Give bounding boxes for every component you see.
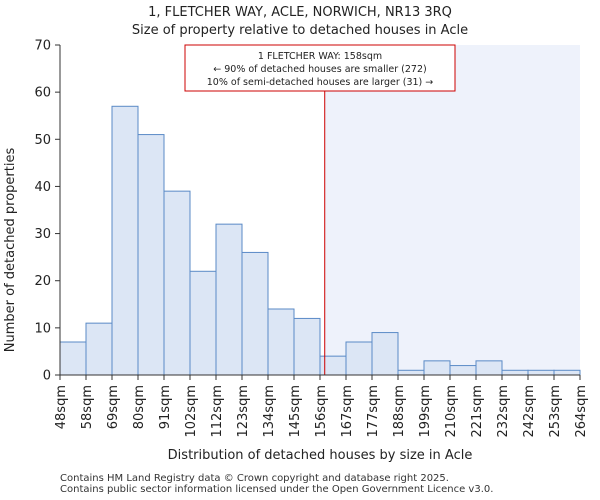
x-tick-label: 91sqm [158, 385, 173, 429]
x-tick-label: 167sqm [340, 385, 355, 438]
x-axis-title: Distribution of detached houses by size … [168, 448, 473, 463]
larger-region-shade [324, 45, 580, 375]
y-tick-label: 30 [34, 227, 51, 242]
bar-242sqm [527, 369, 555, 376]
bar-69sqm [111, 105, 139, 376]
bar-156sqm [319, 355, 347, 376]
x-tick-label: 264sqm [574, 385, 589, 438]
bar-199sqm [423, 360, 451, 376]
annotation-title: 1 FLETCHER WAY: 158sqm [258, 51, 382, 62]
y-tick-label: 0 [43, 369, 51, 384]
bar-58sqm [85, 322, 113, 376]
x-tick-label: 48sqm [54, 385, 69, 429]
x-tick-label: 156sqm [314, 385, 329, 438]
x-tick-label: 221sqm [470, 385, 485, 438]
x-tick-label: 210sqm [444, 385, 459, 438]
bar-221sqm [475, 360, 503, 376]
x-tick-label: 145sqm [288, 385, 303, 438]
y-tick-label: 70 [34, 39, 51, 54]
x-tick-label: 69sqm [106, 385, 121, 429]
x-tick-label: 80sqm [132, 385, 147, 429]
y-tick-label: 40 [34, 180, 51, 195]
chart-subtitle: Size of property relative to detached ho… [132, 23, 468, 38]
bar-253sqm [553, 369, 581, 376]
x-tick-label: 188sqm [392, 385, 407, 438]
y-tick-label: 60 [34, 86, 51, 101]
x-tick-label: 112sqm [210, 385, 225, 438]
annotation-larger: 10% of semi-detached houses are larger (… [207, 77, 434, 88]
bar-232sqm [501, 369, 529, 376]
bar-167sqm [345, 341, 373, 376]
bar-145sqm [293, 317, 321, 376]
bar-177sqm [371, 332, 399, 376]
bar-188sqm [397, 369, 425, 376]
annotation-smaller: ← 90% of detached houses are smaller (27… [213, 64, 426, 75]
x-tick-label: 199sqm [418, 385, 433, 438]
x-tick-label: 123sqm [236, 385, 251, 438]
bar-210sqm [449, 365, 477, 376]
bar-91sqm [163, 190, 191, 376]
y-tick-label: 10 [34, 321, 51, 336]
footer-line-2: Contains public sector information licen… [60, 484, 494, 495]
x-tick-label: 58sqm [80, 385, 95, 429]
y-tick-label: 20 [34, 274, 51, 289]
bar-80sqm [137, 134, 165, 376]
bar-102sqm [189, 270, 217, 376]
x-tick-label: 134sqm [262, 385, 277, 438]
bar-112sqm [215, 223, 243, 376]
bar-48sqm [59, 341, 87, 376]
x-tick-label: 253sqm [548, 385, 563, 438]
chart-title: 1, FLETCHER WAY, ACLE, NORWICH, NR13 3RQ [148, 5, 452, 20]
annotation-box [184, 44, 456, 92]
bar-134sqm [267, 308, 295, 376]
x-tick-label: 177sqm [366, 385, 381, 438]
x-tick-label: 242sqm [522, 385, 537, 438]
bar-123sqm [241, 251, 269, 376]
x-tick-label: 102sqm [184, 385, 199, 438]
y-tick-label: 50 [34, 133, 51, 148]
y-axis-title: Number of detached properties [3, 148, 18, 353]
footer-line-1: Contains HM Land Registry data © Crown c… [60, 473, 449, 484]
x-tick-label: 232sqm [496, 385, 511, 438]
